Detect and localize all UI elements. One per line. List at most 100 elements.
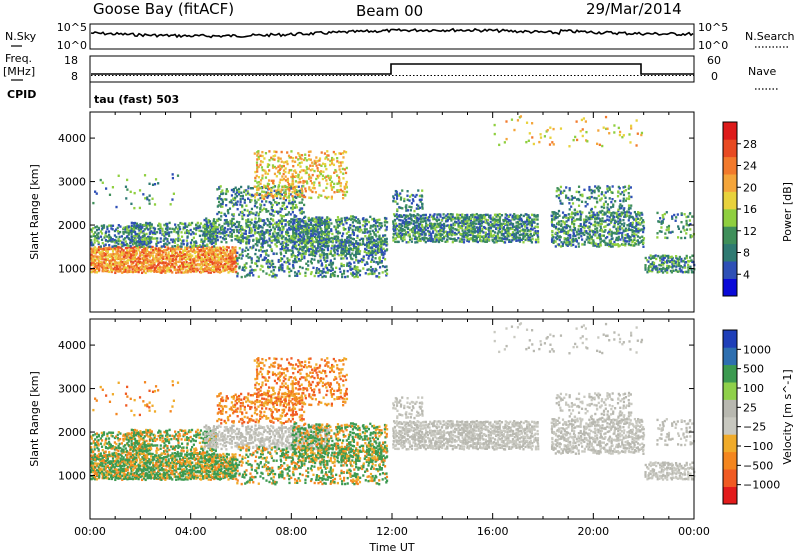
power-cell — [126, 247, 128, 249]
power-cell — [245, 262, 247, 264]
power-cell — [380, 237, 382, 239]
power-cell — [225, 257, 227, 259]
power-cell — [279, 172, 281, 174]
power-cell — [337, 216, 339, 218]
power-cell — [333, 172, 335, 174]
power-cell — [320, 219, 322, 221]
power-cell — [317, 260, 319, 262]
power-cell — [220, 265, 222, 267]
power-cell — [171, 228, 173, 230]
power-cell — [269, 226, 271, 228]
power-cell — [364, 231, 366, 233]
power-cell — [261, 190, 263, 192]
power-cell — [592, 239, 594, 241]
power-cell — [369, 230, 371, 232]
power-cell — [258, 166, 260, 168]
power-cell — [255, 214, 257, 216]
power-cell — [225, 198, 227, 200]
power-cell — [379, 266, 381, 268]
power-cell — [214, 259, 216, 261]
power-cell — [396, 208, 398, 210]
power-cell — [296, 256, 298, 258]
power-cell — [590, 223, 592, 225]
power-cell — [414, 229, 416, 231]
power-cell — [274, 266, 276, 268]
power-cell — [466, 227, 468, 229]
power-cell — [272, 218, 274, 220]
power-cell — [217, 226, 219, 228]
power-cell — [419, 207, 421, 209]
power-cell — [244, 250, 246, 252]
power-cell — [186, 242, 188, 244]
power-cell — [425, 220, 427, 222]
power-cell — [96, 271, 98, 273]
power-cell — [341, 220, 343, 222]
power-cell — [317, 228, 319, 230]
power-cell — [154, 237, 156, 239]
power-cell — [303, 255, 305, 257]
power-cell — [517, 231, 519, 233]
power-cell — [132, 257, 134, 259]
power-cell — [349, 227, 351, 229]
power-cell — [190, 271, 192, 273]
power-cell — [295, 156, 297, 158]
power-cell — [141, 272, 143, 274]
power-cell — [537, 218, 539, 220]
power-cell — [312, 240, 314, 242]
power-cell — [456, 233, 458, 235]
power-cell — [346, 181, 348, 183]
power-cell — [136, 223, 138, 225]
power-cell — [342, 257, 344, 259]
power-cell — [231, 265, 233, 267]
power-cell — [105, 244, 107, 246]
power-cell — [430, 233, 432, 235]
power-cell — [487, 219, 489, 221]
power-cell — [319, 270, 321, 272]
power-cell — [559, 239, 561, 241]
power-cell — [330, 270, 332, 272]
power-cell — [488, 238, 490, 240]
power-cell — [362, 238, 364, 240]
freq-label-2: [MHz] — [3, 65, 35, 78]
power-cell — [92, 243, 94, 245]
power-cell — [333, 274, 335, 276]
power-cell — [259, 268, 261, 270]
power-cell — [471, 216, 473, 218]
power-cell — [463, 234, 465, 236]
power-cell — [291, 191, 293, 193]
power-cell — [219, 219, 221, 221]
power-cell — [319, 223, 321, 225]
power-cell — [268, 188, 270, 190]
power-cell — [159, 232, 161, 234]
power-cell — [259, 193, 261, 195]
power-cell — [243, 237, 245, 239]
power-cell — [208, 257, 210, 259]
power-cell — [141, 238, 143, 240]
power-cell — [199, 263, 201, 265]
power-cell — [186, 261, 188, 263]
power-cell — [309, 150, 311, 152]
power-cell — [272, 214, 274, 216]
power-cell — [214, 221, 216, 223]
power-cell — [322, 163, 324, 165]
power-cell — [166, 243, 168, 245]
power-cell — [295, 204, 297, 206]
power-cell — [416, 225, 418, 227]
power-cell — [262, 270, 264, 272]
power-cell — [375, 227, 377, 229]
power-cell — [261, 230, 263, 232]
power-cell — [464, 220, 466, 222]
power-cell — [594, 233, 596, 235]
power-cell — [299, 162, 301, 164]
power-cell — [242, 228, 244, 230]
power-cell — [195, 255, 197, 257]
power-cell — [261, 200, 263, 202]
power-cell — [311, 182, 313, 184]
power-cell — [221, 225, 223, 227]
power-cell — [172, 260, 174, 262]
power-cell — [401, 216, 403, 218]
power-cell — [295, 186, 297, 188]
power-cell — [101, 258, 103, 260]
power-cell — [322, 268, 324, 270]
power-cell — [153, 251, 155, 253]
